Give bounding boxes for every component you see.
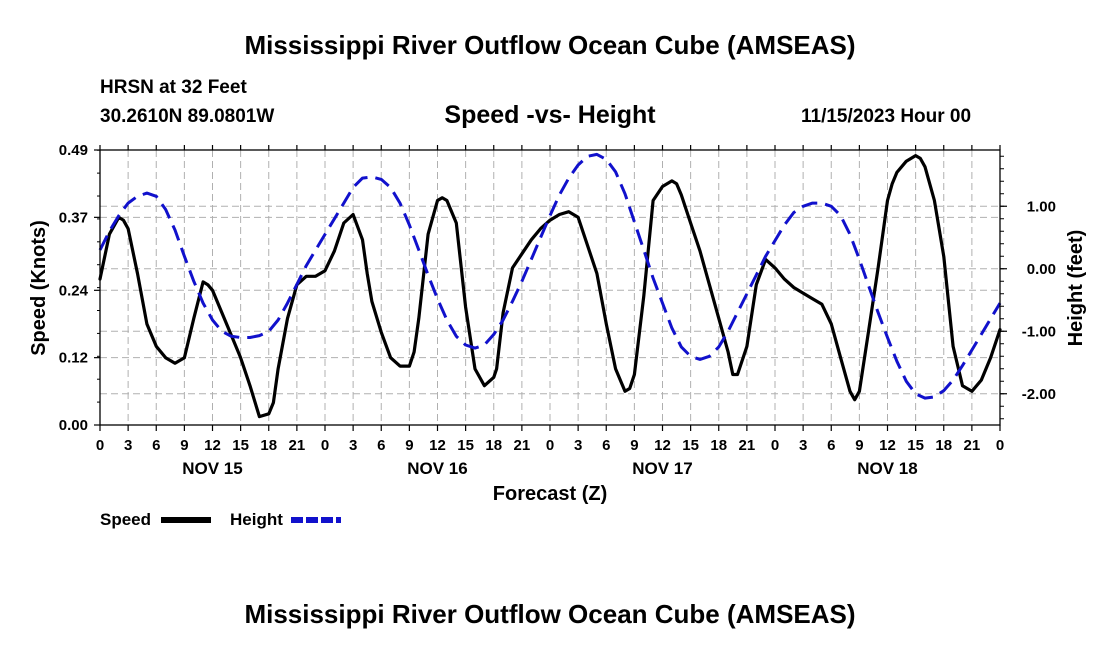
x-tick-label: 3 [574,437,582,454]
station-label: HRSN at 32 Feet [100,77,247,98]
day-label: NOV 16 [407,459,467,478]
x-tick-label: 12 [879,437,896,454]
y2-tick-label: -2.00 [1022,386,1056,403]
x-tick-label: 3 [124,437,132,454]
legend: Speed Height [100,510,341,529]
x-tick-label: 18 [485,437,502,454]
height-line [98,152,1002,400]
grid [100,149,1000,425]
x-tick-label: 15 [907,437,924,454]
x-tick-label: 0 [321,437,329,454]
y2-tick-label: 1.00 [1027,198,1056,215]
y-tick-label: 0.12 [59,350,88,367]
y2-tick-label: 0.00 [1027,261,1056,278]
x-tick-label: 12 [654,437,671,454]
legend-height-label: Height [230,510,283,529]
series-layer [98,152,1002,419]
y-tick-label: 0.00 [59,417,88,434]
x-tick-label: 18 [710,437,727,454]
main-title-bottom: Mississippi River Outflow Ocean Cube (AM… [244,599,856,629]
axes: 0 3 6 9 12 15 18 21 0 3 6 9 12 15 18 21 0 3 6 9 12 15 18 21 0 3 6 9… [59,142,1056,478]
y-axis-title: Speed (Knots) [28,220,50,356]
x-tick-label: 9 [405,437,413,454]
x-tick-label: 9 [855,437,863,454]
x-tick-label: 3 [799,437,807,454]
legend-speed-label: Speed [100,510,151,529]
x-tick-label: 15 [682,437,699,454]
x-tick-label: 21 [739,437,756,454]
x-tick-label: 0 [771,437,779,454]
x-tick-label: 0 [996,437,1004,454]
y-tick-label: 0.37 [59,209,88,226]
x-tick-label: 15 [232,437,249,454]
x-tick-label: 18 [935,437,952,454]
x-tick-label: 3 [349,437,357,454]
x-tick-label: 6 [152,437,160,454]
x-tick-label: 21 [964,437,981,454]
x-tick-label: 12 [204,437,221,454]
y2-axis-title: Height (feet) [1065,230,1087,347]
x-tick-label: 0 [546,437,554,454]
x-tick-label: 9 [180,437,188,454]
day-label: NOV 17 [632,459,692,478]
day-label: NOV 18 [857,459,917,478]
day-label: NOV 15 [182,459,242,478]
x-tick-label: 21 [289,437,306,454]
y-tick-label: 0.24 [59,282,89,299]
chart-subtitle: Speed -vs- Height [444,101,656,129]
x-tick-label: 21 [514,437,531,454]
x-tick-label: 15 [457,437,474,454]
y2-tick-label: -1.00 [1022,323,1056,340]
x-tick-label: 18 [260,437,277,454]
x-tick-label: 6 [827,437,835,454]
x-tick-label: 6 [377,437,385,454]
forecast-date-label: 11/15/2023 Hour 00 [801,106,972,127]
x-tick-label: 12 [429,437,446,454]
x-tick-label: 6 [602,437,610,454]
x-tick-label: 0 [96,437,104,454]
main-title-top: Mississippi River Outflow Ocean Cube (AM… [244,30,856,60]
coordinates-label: 30.2610N 89.0801W [100,106,275,127]
speed-line [98,154,1002,419]
y-tick-label: 0.49 [59,142,88,159]
x-axis-title: Forecast (Z) [493,483,607,505]
x-tick-label: 9 [630,437,638,454]
